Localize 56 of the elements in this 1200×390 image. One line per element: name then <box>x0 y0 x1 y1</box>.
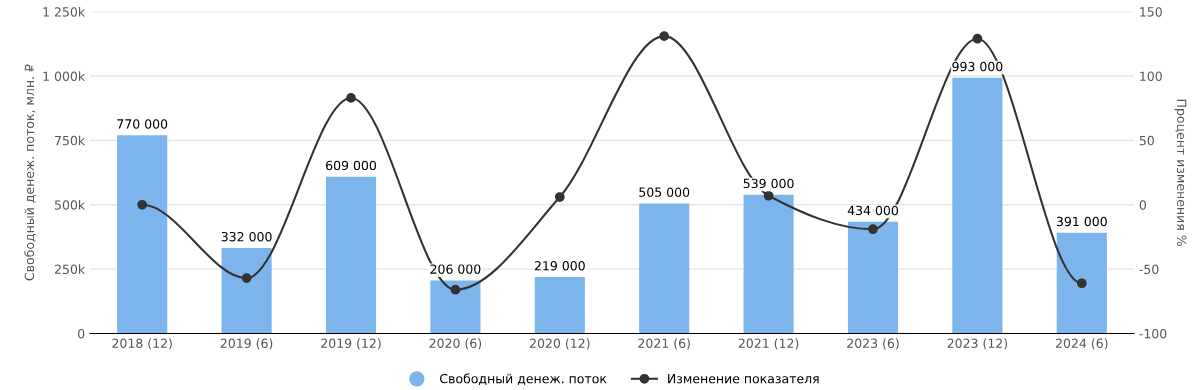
point <box>1076 278 1087 289</box>
x-tick-label: 2023 (6) <box>847 338 899 350</box>
y-tick-label: 250k <box>54 264 86 275</box>
bar <box>1056 232 1107 334</box>
point <box>659 31 670 42</box>
x-tick-label: 2018 (12) <box>112 338 172 350</box>
data-label: 219 000 <box>534 261 585 271</box>
bar <box>117 135 168 334</box>
bar <box>325 176 377 334</box>
x-tick-label: 2020 (6) <box>429 338 482 350</box>
data-label: 434 000 <box>847 205 899 216</box>
x-tick-label: 2020 (12) <box>529 338 590 350</box>
x-tick-label: 2023 (12) <box>947 338 1008 350</box>
x-tick-label: 2021 (6) <box>638 338 690 350</box>
bar <box>639 203 690 334</box>
y-tick-label: 500k <box>55 200 86 210</box>
data-label: 391 000 <box>1056 216 1107 227</box>
y-tick-label: 1 000k <box>43 71 86 81</box>
bar <box>952 77 1003 334</box>
point <box>972 33 983 44</box>
bar <box>430 280 481 334</box>
point <box>554 192 565 202</box>
y2-tick-label: -100 <box>1139 328 1167 339</box>
legend-label: Изменение показателя <box>668 374 819 384</box>
data-label: 770 000 <box>117 119 168 129</box>
data-label: 609 000 <box>326 160 377 171</box>
data-label: 993 000 <box>952 61 1003 72</box>
data-label: 505 000 <box>639 187 690 197</box>
y-tick-label: 0 <box>78 328 85 339</box>
y2-tick-label: 50 <box>1139 135 1154 146</box>
x-tick-label: 2024 (6) <box>1055 338 1108 350</box>
point <box>137 199 148 210</box>
data-label: 332 000 <box>221 231 272 242</box>
y2-tick-label: 0 <box>1139 200 1146 210</box>
data-label: 539 000 <box>743 178 794 189</box>
y2-tick-label: 100 <box>1140 71 1162 81</box>
bar <box>743 194 794 334</box>
x-tick-label: 2019 (6) <box>220 338 273 350</box>
data-label: 206 000 <box>430 264 481 274</box>
y2-tick-label: -50 <box>1139 264 1159 275</box>
point <box>241 273 252 283</box>
legend-label: Свободный денеж. поток <box>440 373 607 385</box>
y-axis-title: Свободный денеж. поток, млн. ₽ <box>24 64 36 281</box>
bar <box>221 247 272 334</box>
point <box>450 284 461 295</box>
point <box>763 190 774 201</box>
y-tick-label: 750k <box>55 135 86 146</box>
x-tick-label: 2019 (12) <box>321 338 381 350</box>
x-tick-label: 2021 (12) <box>738 338 799 350</box>
y-tick-label: 1 250k <box>43 6 86 17</box>
bar <box>534 277 585 334</box>
point <box>346 93 356 103</box>
y2-tick-label: 150 <box>1140 7 1162 17</box>
y2-axis-title: Процент изменения % <box>1174 99 1187 246</box>
point <box>868 224 878 235</box>
bar <box>847 221 899 334</box>
